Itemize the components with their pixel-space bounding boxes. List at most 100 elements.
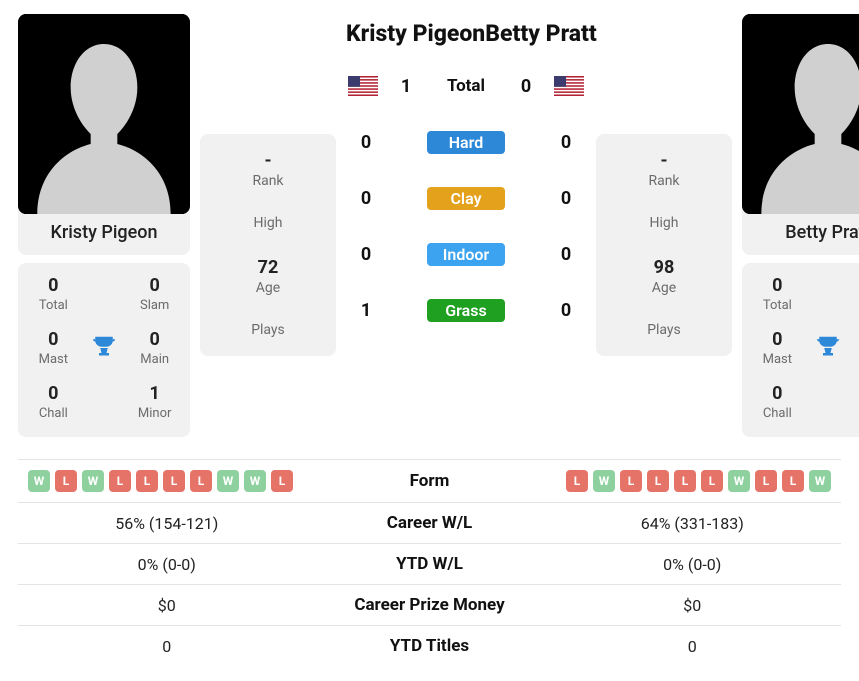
- stat-left: 0: [24, 637, 310, 656]
- title-mast: 0Mast: [752, 329, 803, 367]
- h2h-row-indoor: 0 Indoor 0: [346, 233, 586, 275]
- stats-section: WLWLLLLWWL Form LWLLLLWLLW 56% (154-121)…: [18, 459, 841, 666]
- info-card-left: -Rank High 72Age Plays: [200, 14, 336, 356]
- stat-right: 0: [550, 637, 836, 656]
- player-card-left: Kristy Pigeon 0Total 0Slam 0Mast 0Main 0…: [18, 14, 190, 437]
- h2h-total-label: Total: [426, 76, 506, 96]
- form-pill[interactable]: L: [55, 470, 77, 492]
- titles-box-right: 0Total 0Slam 0Mast 0Main 0Chall 0Minor: [742, 263, 859, 437]
- title-total: 0Total: [752, 275, 803, 313]
- form-pill[interactable]: L: [701, 470, 723, 492]
- form-pill[interactable]: L: [136, 470, 158, 492]
- form-pill[interactable]: L: [271, 470, 293, 492]
- h2h-name-left: Kristy Pigeon: [346, 20, 485, 47]
- stat-label: Career W/L: [310, 513, 550, 533]
- h2h-hard-left: 0: [346, 132, 386, 153]
- stat-right: $0: [550, 596, 836, 615]
- h2h-name-right: Betty Pratt: [485, 20, 597, 47]
- surface-pill-clay[interactable]: Clay: [427, 187, 505, 210]
- title-main: 0Main: [129, 329, 180, 367]
- h2h-indoor-right: 0: [546, 244, 586, 265]
- form-pill[interactable]: L: [109, 470, 131, 492]
- stat-row-ytd-titles: 0 YTD Titles 0: [18, 625, 841, 666]
- age-left: 72Age: [208, 257, 328, 296]
- stat-row-ytd-wl: 0% (0-0) YTD W/L 0% (0-0): [18, 543, 841, 584]
- form-pill[interactable]: L: [190, 470, 212, 492]
- form-pill[interactable]: W: [28, 470, 50, 492]
- title-chall: 0Chall: [28, 383, 79, 421]
- form-pill[interactable]: W: [728, 470, 750, 492]
- title-main: 0Main: [853, 329, 859, 367]
- h2h-total-left: 1: [386, 76, 426, 97]
- silhouette-icon: [742, 14, 859, 214]
- player-name-right: Betty Pratt: [742, 208, 859, 255]
- center-column: Kristy Pigeon Betty Pratt 1 Total 0 0 Har…: [346, 14, 586, 331]
- h2h-total-right: 0: [506, 76, 546, 97]
- h2h-indoor-left: 0: [346, 244, 386, 265]
- title-total: 0Total: [28, 275, 79, 313]
- stat-right: 64% (331-183): [550, 514, 836, 533]
- player-photo-right: [742, 14, 859, 214]
- stat-left: $0: [24, 596, 310, 615]
- form-right: LWLLLLWLLW: [550, 470, 836, 492]
- stat-row-career-wl: 56% (154-121) Career W/L 64% (331-183): [18, 502, 841, 543]
- info-card-right: -Rank High 98Age Plays: [596, 14, 732, 356]
- h2h-clay-right: 0: [546, 188, 586, 209]
- form-pill[interactable]: L: [674, 470, 696, 492]
- stat-label-form: Form: [310, 471, 550, 491]
- h2h-grass-left: 1: [346, 300, 386, 321]
- player-name-left: Kristy Pigeon: [18, 208, 190, 255]
- surface-pill-hard[interactable]: Hard: [427, 131, 505, 154]
- stat-left: 56% (154-121): [24, 514, 310, 533]
- trophy-icon: [803, 333, 854, 363]
- form-pill[interactable]: L: [782, 470, 804, 492]
- h2h-names: Kristy Pigeon Betty Pratt: [346, 14, 586, 47]
- player-photo-left: [18, 14, 190, 214]
- form-pill[interactable]: L: [755, 470, 777, 492]
- form-pill[interactable]: L: [566, 470, 588, 492]
- h2h-clay-left: 0: [346, 188, 386, 209]
- titles-box-left: 0Total 0Slam 0Mast 0Main 0Chall 1Minor: [18, 263, 190, 437]
- title-slam: 0Slam: [853, 275, 859, 313]
- age-right: 98Age: [604, 257, 724, 296]
- form-pill[interactable]: W: [244, 470, 266, 492]
- h2h-row-clay: 0 Clay 0: [346, 177, 586, 219]
- stat-label: Career Prize Money: [310, 595, 550, 615]
- form-pill[interactable]: W: [809, 470, 831, 492]
- title-mast: 0Mast: [28, 329, 79, 367]
- stat-label: YTD Titles: [310, 636, 550, 656]
- title-minor: 0Minor: [853, 383, 859, 421]
- title-minor: 1Minor: [129, 383, 180, 421]
- player-card-right: Betty Pratt 0Total 0Slam 0Mast 0Main 0Ch…: [742, 14, 859, 437]
- high-left: High: [208, 215, 328, 231]
- stat-left: 0% (0-0): [24, 555, 310, 574]
- h2h-row-grass: 1 Grass 0: [346, 289, 586, 331]
- form-pill[interactable]: L: [163, 470, 185, 492]
- h2h-row-hard: 0 Hard 0: [346, 121, 586, 163]
- rank-right: -Rank: [604, 150, 724, 189]
- form-pill[interactable]: L: [620, 470, 642, 492]
- title-chall: 0Chall: [752, 383, 803, 421]
- h2h-hard-right: 0: [546, 132, 586, 153]
- form-pill[interactable]: L: [647, 470, 669, 492]
- surface-pill-indoor[interactable]: Indoor: [427, 243, 505, 266]
- surface-pill-grass[interactable]: Grass: [427, 299, 505, 322]
- title-slam: 0Slam: [129, 275, 180, 313]
- high-right: High: [604, 215, 724, 231]
- rank-left: -Rank: [208, 150, 328, 189]
- h2h-grass-right: 0: [546, 300, 586, 321]
- stat-row-career-prize: $0 Career Prize Money $0: [18, 584, 841, 625]
- trophy-icon: [79, 333, 130, 363]
- plays-left: Plays: [208, 322, 328, 338]
- plays-right: Plays: [604, 322, 724, 338]
- form-pill[interactable]: W: [82, 470, 104, 492]
- flag-right: [554, 76, 584, 96]
- form-pill[interactable]: W: [593, 470, 615, 492]
- stat-right: 0% (0-0): [550, 555, 836, 574]
- stat-row-form: WLWLLLLWWL Form LWLLLLWLLW: [18, 459, 841, 502]
- silhouette-icon: [18, 14, 190, 214]
- form-pill[interactable]: W: [217, 470, 239, 492]
- stat-label: YTD W/L: [310, 554, 550, 574]
- flag-left: [348, 76, 378, 96]
- form-left: WLWLLLLWWL: [24, 470, 310, 492]
